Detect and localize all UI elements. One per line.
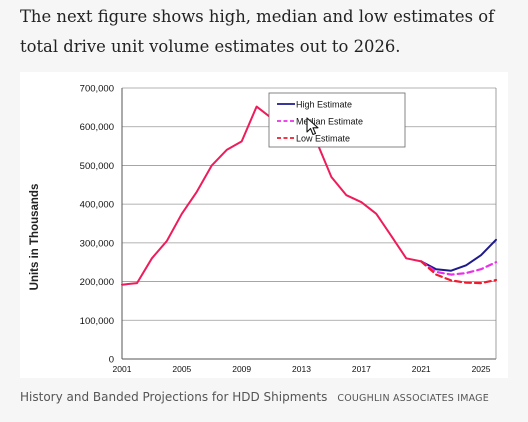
- axis-layer: 0 100,000 200,000 300,000 400,000 500,000 600,…: [80, 84, 497, 374]
- legend-label: Median Estimate: [296, 117, 363, 127]
- mouse-pointer-icon: [306, 117, 319, 136]
- caption-text: History and Banded Projections for HDD S…: [20, 390, 328, 404]
- image-credit: COUGHLIN ASSOCIATES IMAGE: [337, 393, 489, 404]
- x-tick-label: 2009: [232, 364, 251, 374]
- figure-caption: History and Banded Projections for HDD S…: [20, 390, 489, 404]
- y-tick-label: 100,000: [80, 316, 114, 327]
- legend-label: Low Estimate: [296, 134, 350, 144]
- x-tick-label: 2013: [292, 364, 311, 374]
- intro-paragraph: The next figure shows high, median and l…: [20, 7, 495, 56]
- x-tick-label: 2021: [412, 364, 431, 374]
- x-tick-label: 2005: [172, 364, 191, 374]
- y-tick-label: 0: [109, 355, 114, 366]
- legend-label: High Estimate: [296, 100, 352, 110]
- hdd-shipments-chart: 0 100,000 200,000 300,000 400,000 500,000 600,…: [29, 84, 498, 374]
- low-estimate-line: [420, 260, 498, 285]
- median-estimate-line: [420, 260, 498, 276]
- x-tick-label: 2001: [113, 364, 132, 374]
- y-tick-label: 700,000: [80, 84, 114, 95]
- y-tick-label: 600,000: [80, 122, 114, 133]
- x-tick-label: 2017: [352, 364, 371, 374]
- y-axis-label: Units in Thousands: [29, 184, 41, 291]
- high-estimate-line: [420, 238, 497, 272]
- x-tick-label: 2025: [472, 364, 491, 374]
- y-tick-label: 300,000: [80, 238, 114, 249]
- chart-figure: 0 100,000 200,000 300,000 400,000 500,000 600,…: [20, 72, 508, 378]
- y-tick-label: 500,000: [80, 161, 114, 172]
- legend: High Estimate Median Estimate Low Estimate: [268, 92, 406, 148]
- y-tick-label: 200,000: [80, 277, 114, 288]
- y-tick-label: 400,000: [80, 200, 114, 211]
